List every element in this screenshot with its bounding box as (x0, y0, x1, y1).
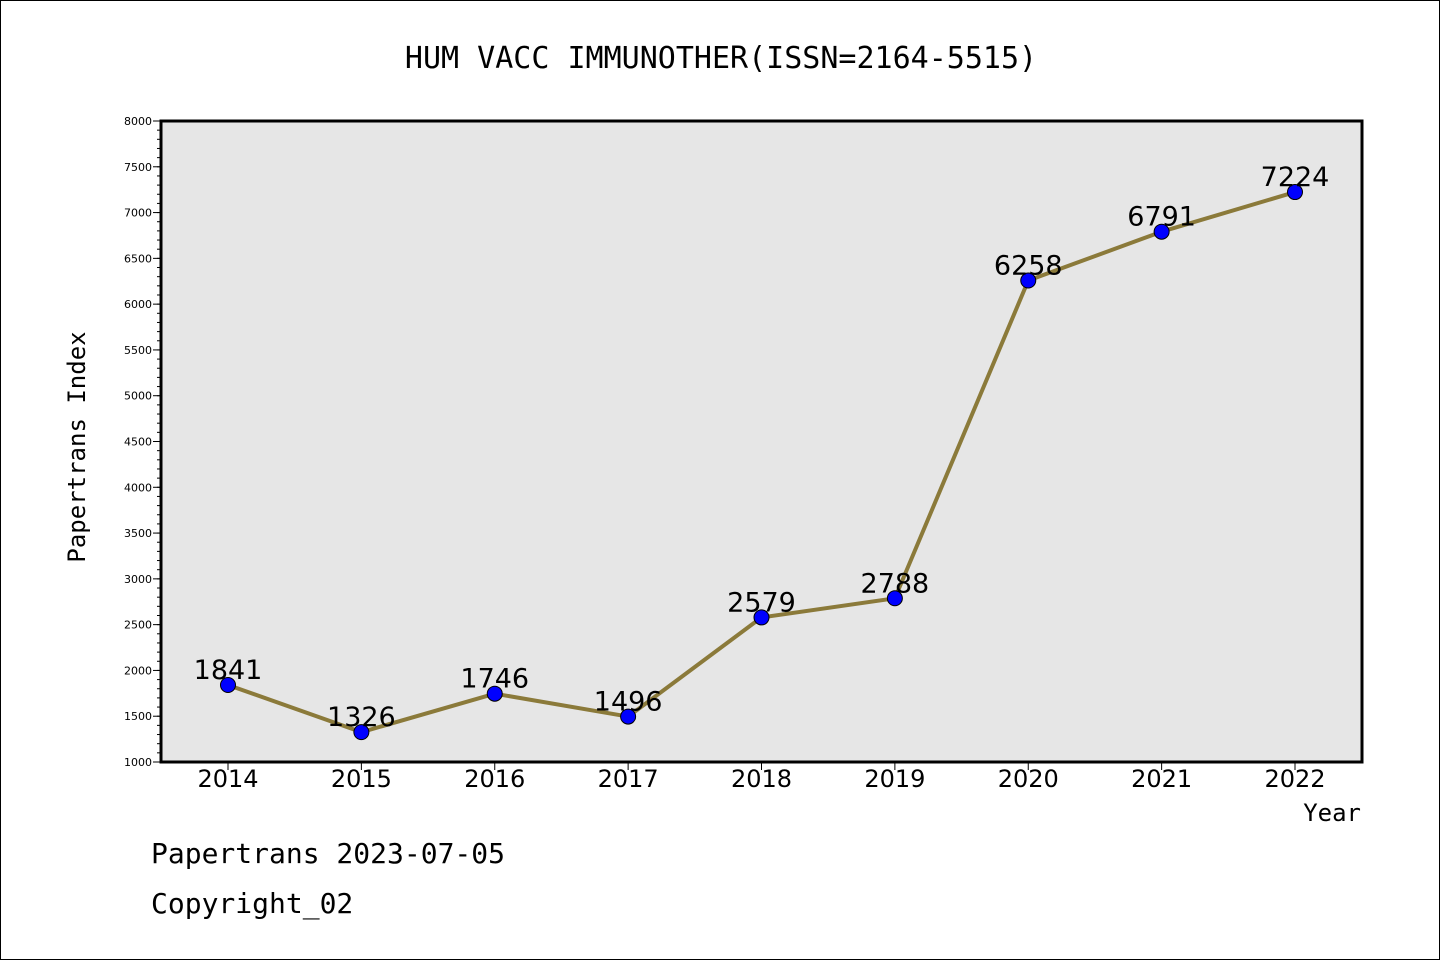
data-label: 2579 (727, 587, 796, 618)
data-point (620, 708, 637, 725)
x-tick-label: 2015 (331, 765, 392, 793)
data-point (753, 609, 770, 626)
x-tick-label: 2020 (998, 765, 1059, 793)
data-point (1020, 272, 1037, 289)
y-tick-label: 4000 (124, 481, 152, 494)
data-label: 1496 (594, 687, 663, 718)
data-point (1287, 184, 1303, 201)
data-point (886, 590, 903, 607)
data-label: 6791 (1127, 202, 1196, 233)
y-tick-label: 8000 (124, 115, 152, 128)
data-point (1153, 223, 1170, 240)
data-label: 7224 (1261, 162, 1330, 193)
chart-title: HUM VACC IMMUNOTHER(ISSN=2164-5515) (405, 41, 1037, 76)
y-tick-label: 2500 (124, 619, 152, 632)
x-tick-label: 2017 (598, 765, 659, 793)
x-tick-label: 2019 (864, 765, 925, 793)
x-tick-label: 2022 (1264, 765, 1325, 793)
data-label: 1326 (327, 702, 396, 733)
y-tick-label: 6000 (124, 298, 152, 311)
y-tick-label: 1000 (124, 756, 152, 769)
footer-date: Papertrans 2023-07-05 (151, 837, 506, 870)
y-axis: 1000 1500 2000 2500 3000 3500 4000 4500 5000 5500… (124, 115, 161, 769)
y-tick-label: 2000 (124, 664, 152, 677)
x-tick-label: 2014 (197, 765, 258, 793)
y-tick-label: 5500 (124, 344, 152, 357)
footer-copyright: Copyright_02 (151, 887, 354, 920)
y-tick-label: 3500 (124, 527, 152, 540)
data-point (486, 685, 503, 702)
x-tick-label: 2021 (1131, 765, 1192, 793)
data-label: 1841 (194, 655, 263, 686)
y-tick-label: 1500 (124, 710, 152, 723)
data-label: 6258 (994, 251, 1063, 282)
series-layer: 1841 1326 1746 1496 2579 2788 6258 6791 7224 (194, 162, 1330, 741)
x-axis: 2014 2015 2016 2017 2018 2019 2020 2021 2022 (197, 762, 1326, 793)
y-tick-label: 5000 (124, 390, 152, 403)
data-point (353, 724, 370, 741)
y-tick-label: 3000 (124, 573, 152, 586)
y-tick-label: 7000 (124, 207, 152, 220)
y-tick-label: 4500 (124, 436, 152, 449)
data-point (220, 676, 236, 693)
x-axis-label: Year (1303, 799, 1361, 827)
x-tick-label: 2018 (731, 765, 792, 793)
x-tick-label: 2016 (464, 765, 525, 793)
y-tick-label: 6500 (124, 252, 152, 265)
y-tick-label: 7500 (124, 161, 152, 174)
y-axis-label: Papertrans Index (63, 331, 91, 562)
data-label: 2788 (861, 568, 930, 599)
data-label: 1746 (460, 664, 529, 695)
